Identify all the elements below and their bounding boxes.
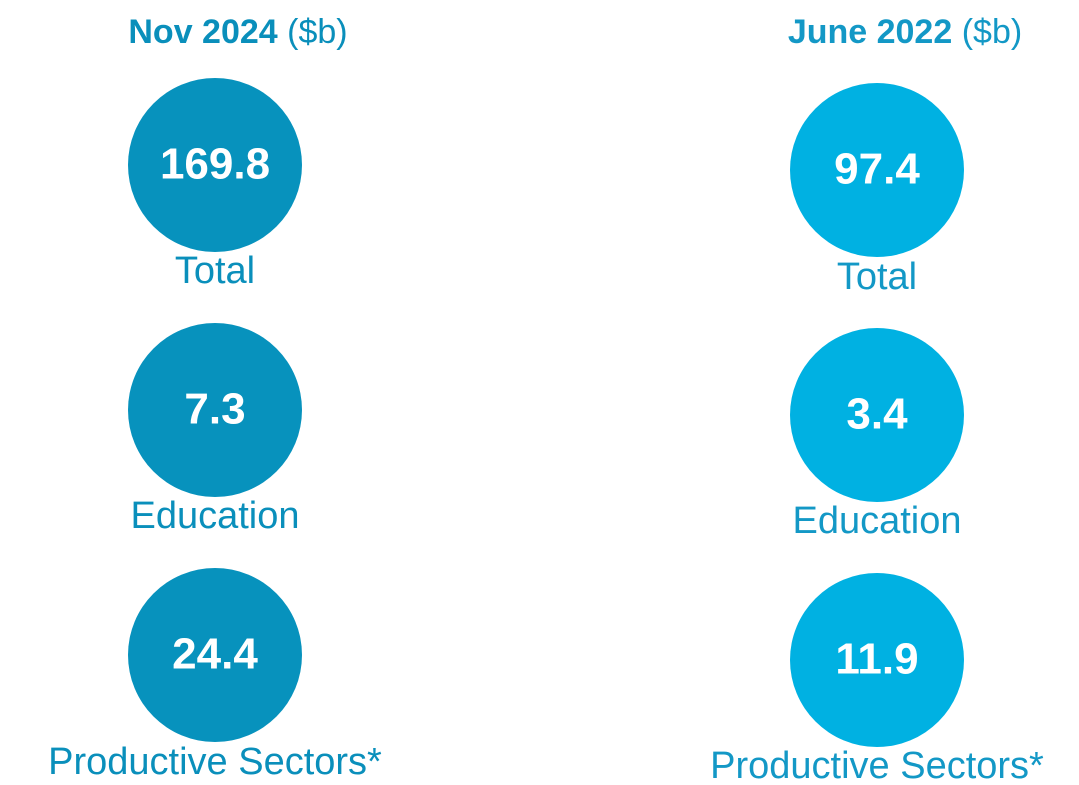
value-label: Education: [792, 500, 961, 542]
value-circle: [790, 328, 964, 502]
value-label: Total: [837, 256, 917, 298]
title-date: June 2022: [788, 13, 952, 51]
value-text: 24.4: [172, 630, 258, 679]
title-unit: ($b): [287, 13, 347, 51]
value-text: 169.8: [160, 140, 270, 189]
value-circle: [790, 573, 964, 747]
value-label: Productive Sectors*: [710, 745, 1044, 785]
value-text: 11.9: [835, 635, 918, 684]
value-text: 97.4: [834, 145, 920, 194]
title-spacer: [278, 13, 287, 51]
value-circle: [128, 323, 302, 497]
value-text: 7.3: [184, 385, 245, 434]
value-text: 3.4: [846, 390, 908, 439]
value-label: Total: [175, 250, 255, 292]
value-label: Productive Sectors*: [48, 741, 382, 783]
value-label: Education: [130, 495, 299, 537]
value-circle: [128, 78, 302, 252]
value-circle: [128, 568, 302, 742]
title-date: Nov 2024: [128, 13, 277, 51]
value-circle: [790, 83, 964, 257]
title-unit: ($b): [962, 13, 1022, 51]
column-title: June 2022 ($b): [788, 13, 1022, 51]
title-spacer: [952, 13, 961, 51]
column-title: Nov 2024 ($b): [128, 13, 347, 51]
